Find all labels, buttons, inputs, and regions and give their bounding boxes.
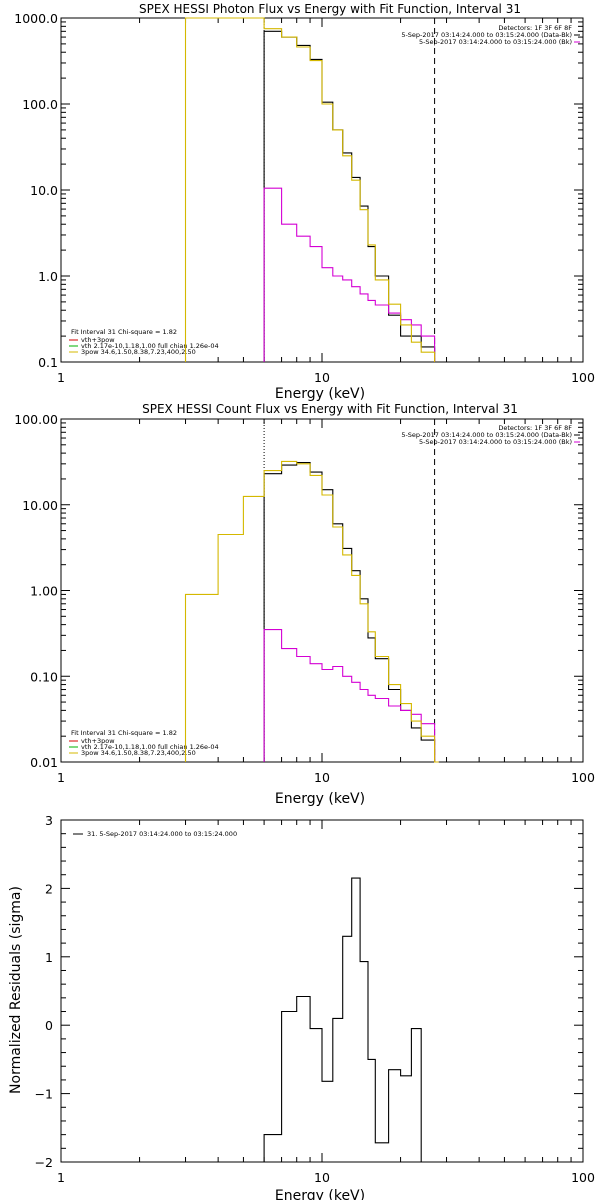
legend-data-bk: 5-Sep-2017 03:14:24.000 to 03:15:24.000 … <box>401 31 572 39</box>
y-tick-label: −2 <box>35 1155 53 1170</box>
y-tick-label: 3 <box>45 813 53 828</box>
x-axis-label: Energy (keV) <box>275 1188 365 1200</box>
x-axis-label: Energy (keV) <box>275 386 365 402</box>
y-tick-label: 0 <box>45 1018 53 1033</box>
x-tick-label: 1 <box>57 770 65 785</box>
x-tick-label: 100 <box>571 770 595 785</box>
background-histogram <box>263 629 439 763</box>
legend-detectors: Detectors: 1F 3F 6F 8F <box>498 424 572 432</box>
legend-bk: 5-Sep-2017 03:14:24.000 to 03:15:24.000 … <box>419 438 572 446</box>
legend-vth: vth 2.17e-10,1.18,1.00 full chian 1.26e-… <box>81 342 219 350</box>
legend-bk: 5-Sep-2017 03:14:24.000 to 03:15:24.000 … <box>419 38 572 46</box>
x-tick-label: 100 <box>571 370 595 385</box>
panel-title: SPEX HESSI Count Flux vs Energy with Fit… <box>142 402 518 416</box>
legend-vth: vth 2.17e-10,1.18,1.00 full chian 1.26e-… <box>81 743 219 751</box>
y-tick-label: 0.10 <box>30 669 58 684</box>
model-3pow-histogram <box>184 17 436 362</box>
data-minus-bk-histogram <box>263 30 436 362</box>
count-flux-panel: SPEX HESSI Count Flux vs Energy with Fit… <box>14 402 595 807</box>
photon-flux-panel: SPEX HESSI Photon Flux vs Energy with Fi… <box>14 2 595 402</box>
model-3pow-histogram <box>184 460 439 763</box>
residuals-panel: Energy (keV) Normalized Residuals (sigma… <box>8 813 595 1200</box>
x-tick-label: 1 <box>57 1170 65 1185</box>
y-tick-label: 10.00 <box>22 498 58 513</box>
x-tick-label: 10 <box>314 1170 330 1185</box>
y-axis-label: Normalized Residuals (sigma) <box>8 886 24 1094</box>
panel-title: SPEX HESSI Photon Flux vs Energy with Fi… <box>139 2 521 16</box>
legend-fit-info: Fit Interval 31 Chi-square = 1.82 <box>71 729 177 737</box>
x-tick-label: 10 <box>314 770 330 785</box>
y-tick-label: 1 <box>45 950 53 965</box>
y-tick-label: 1000.0 <box>14 11 58 26</box>
residuals-histogram <box>263 877 435 1163</box>
plot-frame <box>60 418 584 763</box>
legend-data-bk: 5-Sep-2017 03:14:24.000 to 03:15:24.000 … <box>401 431 572 439</box>
x-axis-label: Energy (keV) <box>275 791 365 807</box>
y-tick-label: 100.0 <box>22 97 58 112</box>
y-tick-label: 1.00 <box>30 584 58 599</box>
y-tick-label: 1.0 <box>38 269 58 284</box>
legend-vth3pow: vth+3pow <box>81 336 115 344</box>
background-histogram <box>263 187 436 362</box>
legend-vth3pow: vth+3pow <box>81 737 115 745</box>
legend-fit-info: Fit Interval 31 Chi-square = 1.82 <box>71 328 177 336</box>
y-tick-label: 2 <box>45 881 53 896</box>
plot-frame <box>60 819 584 1163</box>
y-tick-label: 0.1 <box>38 355 58 370</box>
legend-3pow: 3pow 34.6,1.50,8.38,7.23,400,2.50 <box>81 348 196 356</box>
y-tick-label: 0.01 <box>30 755 58 770</box>
y-tick-label: 100.00 <box>14 412 58 427</box>
legend-residuals: 31. 5-Sep-2017 03:14:24.000 to 03:15:24.… <box>87 830 237 838</box>
x-tick-label: 100 <box>571 1170 595 1185</box>
legend-detectors: Detectors: 1F 3F 6F 8F <box>498 24 572 32</box>
x-tick-label: 1 <box>57 370 65 385</box>
data-minus-bk-histogram <box>263 462 439 763</box>
legend-3pow: 3pow 34.6,1.50,8.38,7.23,400,2.50 <box>81 749 196 757</box>
y-tick-label: 10.0 <box>30 183 58 198</box>
x-tick-label: 10 <box>314 370 330 385</box>
y-tick-label: −1 <box>35 1087 53 1102</box>
